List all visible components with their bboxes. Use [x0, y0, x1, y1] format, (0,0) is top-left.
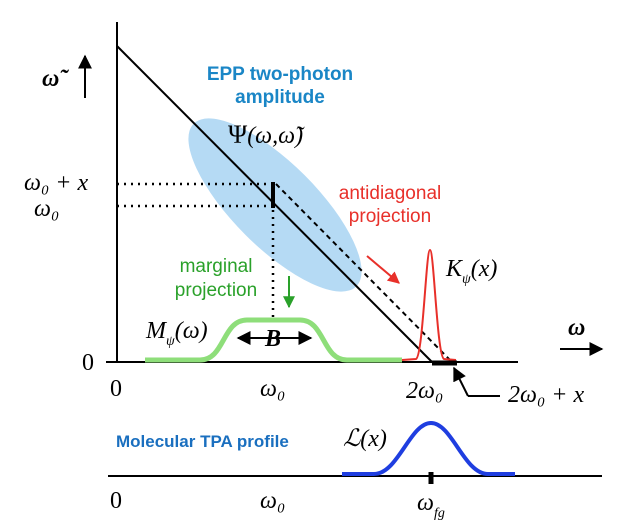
y-axis-label: ω̃: [42, 66, 69, 92]
callout-2omega0-plus-x-head: [453, 366, 469, 397]
origin-left: 0: [82, 350, 94, 376]
marginal-line2: projection: [175, 280, 257, 301]
tpa-label: ℒ(x): [343, 426, 387, 452]
tick-omega0-left: ω₀: [34, 196, 59, 222]
tpa-omega-fg: ωfg: [417, 490, 445, 521]
tick-omega0-plus-x: ω₀ + x: [24, 170, 88, 196]
marginal-curve: [145, 317, 402, 363]
antidiagonal-line1: antidiagonal: [339, 183, 441, 204]
width-b-label: B: [264, 326, 281, 352]
marginal-line1: marginal: [180, 256, 253, 277]
antidiagonal-curve: [401, 248, 457, 361]
tick-zero: 0: [110, 376, 122, 402]
tick-omega0-bottom: ω₀: [260, 376, 285, 402]
dotted-antidiagonal: [275, 183, 453, 363]
omega-fg-letter: ω: [417, 490, 434, 516]
m-sub: ψ: [166, 334, 175, 349]
x-axis-label: ω: [568, 315, 585, 341]
m-psi-label: Mψ(ω): [145, 318, 208, 349]
psi-args: (ω,ω̃): [247, 123, 305, 149]
tpa-omega0: ω₀: [260, 488, 285, 514]
k-sub: ψ: [462, 272, 471, 287]
antidiagonal-pointer: [366, 255, 400, 284]
k-psi-label: Kψ(x): [445, 256, 497, 287]
k-letter: K: [445, 256, 464, 282]
antidiagonal-line2: projection: [349, 206, 431, 227]
omega-fg-sub: fg: [434, 506, 445, 521]
title-line2: amplitude: [235, 87, 325, 108]
psi-label: Ψ(ω,ω̃): [228, 120, 305, 149]
psi-char: Ψ: [228, 120, 248, 149]
m-arg: (ω): [175, 318, 208, 344]
tick-2omega0: 2ω₀: [406, 378, 443, 404]
tpa-zero: 0: [110, 488, 122, 514]
tick-2omega0-plus-x: 2ω₀ + x: [508, 382, 584, 408]
k-arg: (x): [471, 256, 498, 282]
m-letter: M: [145, 318, 168, 344]
tpa-curve: [342, 420, 515, 476]
tpa-title: Molecular TPA profile: [116, 432, 289, 451]
title-line1: EPP two-photon: [207, 64, 353, 85]
